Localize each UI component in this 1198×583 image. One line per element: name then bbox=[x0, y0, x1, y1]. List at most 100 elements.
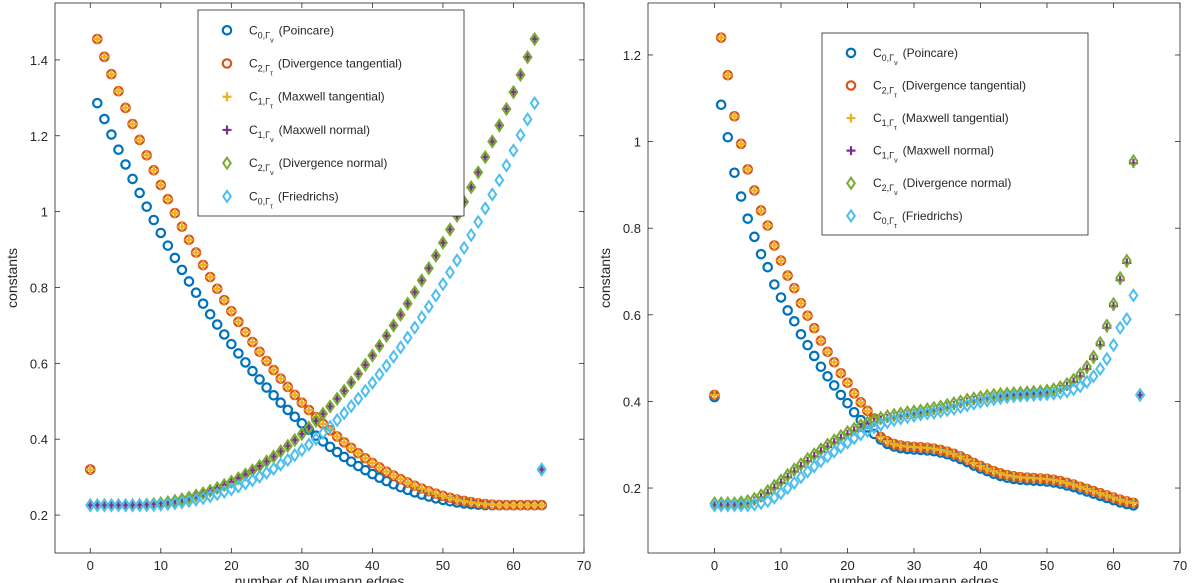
data-point bbox=[289, 432, 300, 448]
legend-main: C bbox=[873, 144, 882, 158]
legend-sub: 0,Γ bbox=[882, 216, 895, 226]
legend-sub: 1,Γ bbox=[258, 130, 271, 140]
data-point bbox=[529, 95, 540, 111]
data-point bbox=[494, 118, 505, 133]
legend-subsub: τ bbox=[270, 71, 273, 78]
data-point bbox=[1041, 386, 1053, 402]
data-point bbox=[437, 235, 448, 251]
data-point bbox=[409, 284, 420, 300]
legend-subsub: ν bbox=[894, 190, 898, 197]
data-point bbox=[134, 497, 145, 513]
data-point bbox=[1088, 369, 1099, 384]
legend-entry: C0,Γν (Poincare) bbox=[873, 46, 958, 67]
data-point bbox=[815, 453, 826, 469]
data-point bbox=[822, 449, 833, 464]
data-point bbox=[522, 49, 533, 65]
legend-sub: 1,Γ bbox=[882, 118, 895, 128]
data-point bbox=[962, 454, 972, 464]
data-point bbox=[395, 307, 406, 323]
data-point bbox=[128, 119, 138, 129]
data-point bbox=[332, 432, 342, 441]
data-point bbox=[254, 469, 265, 484]
data-point bbox=[795, 328, 807, 340]
data-point bbox=[92, 497, 103, 513]
data-point bbox=[1028, 384, 1039, 400]
data-point bbox=[346, 398, 357, 414]
data-point bbox=[353, 448, 363, 458]
x-tick-label: 0 bbox=[87, 558, 94, 573]
y-tick-label: 0.6 bbox=[623, 308, 641, 323]
data-point bbox=[410, 481, 420, 491]
x-tick-label: 40 bbox=[973, 558, 987, 573]
data-point bbox=[374, 462, 384, 472]
data-point bbox=[367, 458, 377, 468]
data-point bbox=[809, 323, 819, 333]
data-point bbox=[205, 272, 215, 282]
legend-main: C bbox=[873, 111, 882, 125]
data-point bbox=[338, 451, 350, 463]
data-point bbox=[282, 404, 294, 416]
data-point bbox=[789, 283, 799, 293]
data-point bbox=[710, 390, 719, 400]
data-point bbox=[332, 412, 343, 428]
data-point bbox=[282, 452, 293, 468]
legend-subsub: τ bbox=[894, 223, 897, 230]
data-point bbox=[1102, 490, 1112, 500]
data-point bbox=[409, 320, 420, 335]
data-point bbox=[742, 213, 754, 224]
data-point bbox=[120, 497, 131, 513]
legend-label: (Friedrichs) bbox=[278, 189, 339, 203]
legend-entry: C1,Γν (Maxwell normal) bbox=[873, 144, 994, 165]
series-2 bbox=[85, 34, 547, 510]
data-point bbox=[389, 471, 399, 481]
data-point bbox=[324, 441, 336, 453]
legend-marker bbox=[845, 208, 857, 224]
legend-main: C bbox=[873, 46, 882, 60]
y-tick-label: 0.2 bbox=[623, 481, 641, 496]
data-point bbox=[1035, 387, 1046, 402]
data-point bbox=[828, 380, 840, 391]
data-point bbox=[1028, 387, 1039, 403]
data-point bbox=[1081, 374, 1092, 390]
data-point bbox=[438, 491, 448, 501]
x-tick-label: 60 bbox=[506, 558, 520, 573]
data-point bbox=[275, 457, 286, 472]
legend-entry: C0,Γν (Poincare) bbox=[249, 23, 334, 44]
data-point bbox=[709, 495, 720, 511]
legend-entry: C1,Γν (Maxwell normal) bbox=[249, 123, 370, 144]
data-point bbox=[92, 34, 102, 44]
data-point bbox=[843, 378, 852, 388]
data-point bbox=[381, 358, 392, 374]
data-point bbox=[219, 477, 230, 493]
data-point bbox=[882, 436, 892, 446]
data-point bbox=[310, 431, 321, 447]
data-point bbox=[1095, 361, 1106, 377]
data-point bbox=[353, 391, 364, 406]
data-point bbox=[254, 374, 265, 385]
data-point bbox=[155, 227, 167, 239]
legend-sub: 2,Γ bbox=[882, 183, 895, 193]
x-tick-label: 40 bbox=[365, 558, 379, 573]
data-point bbox=[862, 423, 873, 439]
data-point bbox=[247, 337, 257, 347]
data-point bbox=[459, 240, 470, 256]
data-point bbox=[416, 310, 427, 325]
data-point bbox=[487, 134, 498, 149]
legend-entry: C2,Γτ (Divergence tangential) bbox=[873, 79, 1026, 100]
legend: C0,Γν(Poincare)C2,Γτ(Divergence tangenti… bbox=[197, 9, 465, 217]
data-point bbox=[949, 449, 959, 459]
data-point bbox=[219, 295, 229, 305]
data-point bbox=[480, 149, 491, 165]
data-point bbox=[709, 498, 720, 513]
data-point bbox=[1075, 379, 1086, 394]
data-point bbox=[360, 383, 371, 399]
data-point bbox=[723, 70, 733, 80]
data-point bbox=[809, 459, 820, 474]
legend-entry: C0,Γτ (Friedrichs) bbox=[249, 189, 339, 210]
data-point bbox=[318, 406, 329, 422]
series-2 bbox=[710, 33, 1138, 508]
data-point bbox=[501, 158, 512, 173]
data-point bbox=[1088, 349, 1099, 365]
data-point bbox=[1095, 488, 1105, 498]
data-point bbox=[424, 486, 434, 496]
